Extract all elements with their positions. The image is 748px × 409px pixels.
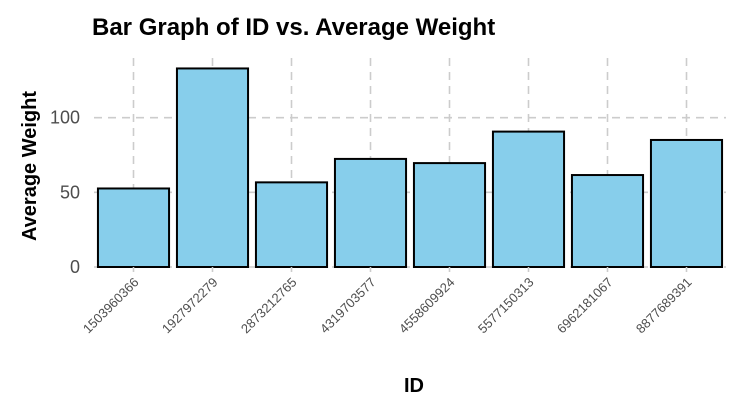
bar-2873212765 (254, 181, 329, 268)
y-axis-ticks: 0 50 100 (50, 108, 80, 277)
x-axis-title: ID (404, 375, 424, 397)
bar-4558609924 (412, 162, 487, 268)
x-tick-label: 5577150313 (475, 275, 537, 337)
y-axis-title: Average Weight (19, 91, 41, 241)
y-tick-label: 50 (60, 182, 80, 202)
bar-1927972279 (175, 67, 250, 268)
x-tick-label: 8877689391 (633, 275, 695, 337)
x-axis-ticks: 1503960366 1927972279 2873212765 4319703577… (80, 267, 695, 336)
x-tick-label: 6962181067 (554, 275, 616, 337)
x-tick-label: 1503960366 (80, 275, 142, 337)
x-tick-label: 2873212765 (238, 275, 300, 337)
x-tick-label: 4558609924 (396, 275, 458, 337)
bar-1503960366 (96, 187, 171, 268)
bar-layer (96, 67, 724, 268)
x-tick-label: 1927972279 (159, 275, 221, 337)
bar-8877689391 (649, 138, 724, 268)
bar-5577150313 (491, 130, 566, 268)
chart-title: Bar Graph of ID vs. Average Weight (92, 14, 495, 41)
x-tick-label: 4319703577 (317, 275, 379, 337)
y-tick-label: 0 (70, 257, 80, 277)
bar-6962181067 (570, 174, 645, 268)
y-tick-label: 100 (50, 108, 80, 128)
bar-4319703577 (333, 157, 408, 268)
